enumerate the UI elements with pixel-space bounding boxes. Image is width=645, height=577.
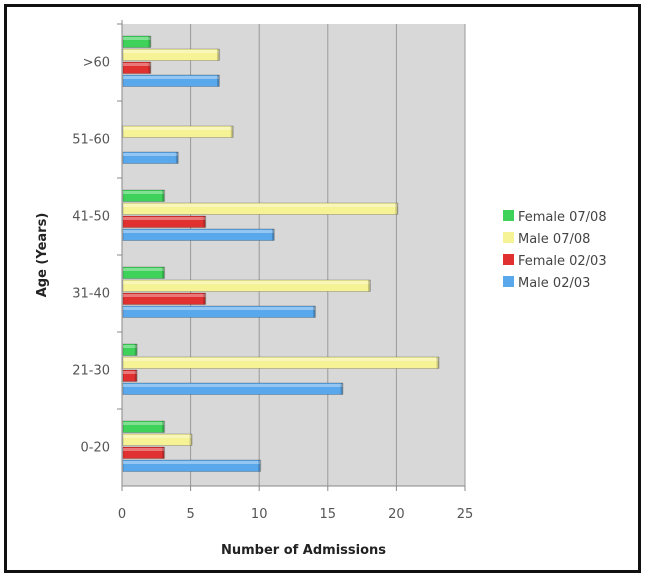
x-tick-label-0: 0 xyxy=(118,507,126,522)
bar-male-02-03-41-50 xyxy=(122,228,275,241)
legend-swatch-male-02-03 xyxy=(503,276,514,287)
legend-item-male-07-08: Male 07/08 xyxy=(503,232,590,247)
bar-female-02-03-31-40 xyxy=(122,292,207,305)
bar-male-07-08-41-50 xyxy=(122,202,399,215)
gridlines xyxy=(190,24,466,486)
y-tick-label-0-20: 0-20 xyxy=(80,440,110,455)
legend-label-male-02-03: Male 02/03 xyxy=(518,276,590,291)
legend-item-female-02-03: Female 02/03 xyxy=(503,254,607,269)
x-axis-title: Number of Admissions xyxy=(221,543,386,558)
x-tick-label-25: 25 xyxy=(457,507,474,522)
bar-female-07-08-21-30 xyxy=(122,343,138,356)
x-tick-label-10: 10 xyxy=(251,507,268,522)
bar-male-02-03-over-60 xyxy=(122,74,221,87)
legend: Female 07/08 Male 07/08 Female 02/03 Male 0… xyxy=(503,210,607,291)
legend-swatch-male-07-08 xyxy=(503,232,514,243)
legend-label-male-07-08: Male 07/08 xyxy=(518,232,590,247)
bar-female-02-03-over-60 xyxy=(122,61,152,74)
y-tick-label-over-60: >60 xyxy=(83,55,110,70)
y-tick-label-21-30: 21-30 xyxy=(72,363,110,378)
bar-male-07-08-over-60 xyxy=(122,48,221,61)
legend-label-female-02-03: Female 02/03 xyxy=(518,254,607,269)
legend-item-male-02-03: Male 02/03 xyxy=(503,276,590,291)
bar-male-02-03-51-60 xyxy=(122,151,179,164)
x-tick-label-20: 20 xyxy=(388,507,405,522)
bar-male-07-08-51-60 xyxy=(122,125,234,138)
y-tick-labels: 0-20 21-30 31-40 41-50 51-60 >60 xyxy=(72,55,110,455)
bar-male-07-08-0-20 xyxy=(122,433,193,446)
bar-male-02-03-21-30 xyxy=(122,382,344,395)
legend-swatch-female-02-03 xyxy=(503,254,514,265)
axes xyxy=(117,20,466,491)
bar-female-07-08-41-50 xyxy=(122,189,166,202)
bar-male-02-03-31-40 xyxy=(122,305,317,318)
bar-female-02-03-41-50 xyxy=(122,215,207,228)
bars-group xyxy=(122,35,440,472)
bar-female-02-03-21-30 xyxy=(122,369,138,382)
legend-label-female-07-08: Female 07/08 xyxy=(518,210,607,225)
y-tick-label-51-60: 51-60 xyxy=(72,132,110,147)
bar-male-02-03-0-20 xyxy=(122,459,262,472)
y-tick-label-41-50: 41-50 xyxy=(72,209,110,224)
x-tick-label-5: 5 xyxy=(186,507,194,522)
legend-swatch-female-07-08 xyxy=(503,210,514,221)
y-axis-title: Age (Years) xyxy=(35,213,50,298)
bar-female-07-08-0-20 xyxy=(122,420,166,433)
bar-male-07-08-21-30 xyxy=(122,356,440,369)
x-tick-label-15: 15 xyxy=(320,507,337,522)
bar-male-07-08-31-40 xyxy=(122,279,371,292)
bar-female-02-03-0-20 xyxy=(122,446,166,459)
y-tick-label-31-40: 31-40 xyxy=(72,286,110,301)
x-tick-labels: 0 5 10 15 20 25 xyxy=(118,507,473,522)
bar-female-07-08-31-40 xyxy=(122,266,166,279)
bar-female-07-08-over-60 xyxy=(122,35,152,48)
legend-item-female-07-08: Female 07/08 xyxy=(503,210,607,225)
plot-area xyxy=(122,24,465,486)
